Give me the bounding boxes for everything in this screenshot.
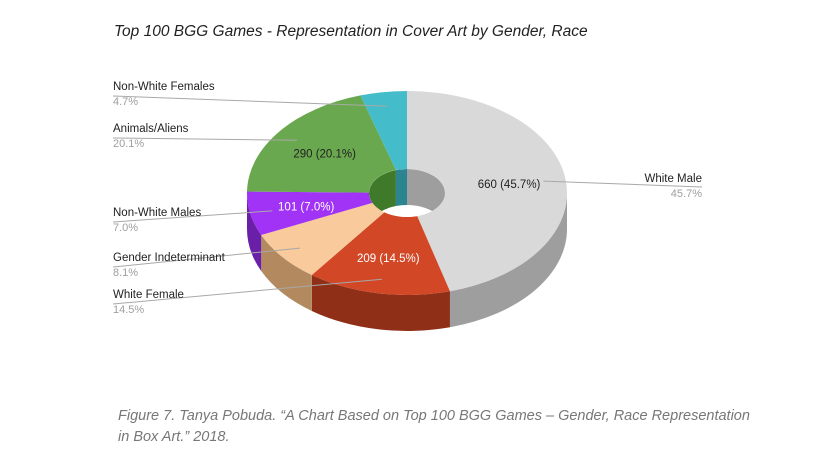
slice-gender-indeterminant [261,202,385,275]
side-non-white-males [247,193,262,272]
figure-caption: Figure 7. Tanya Pobuda. “A Chart Based o… [118,408,750,445]
side-white-male [449,193,567,328]
slice-white-female [311,212,450,295]
inner-label-non-white-males: 101 (7.0%) [278,201,334,213]
leader-lines [112,95,703,305]
leader-line-gender-indeterminant [112,247,301,268]
leader-line-white-male [543,180,703,188]
donut-hole [369,169,445,217]
label-gender-indeterminant: Gender Indeterminant [113,252,226,264]
percent-non-white-females: 4.7% [113,96,138,108]
label-non-white-females: Non-White Females [113,81,215,93]
slice-white-male [407,91,567,292]
pie-slices [247,91,567,295]
side-white-female [311,274,450,332]
inner-label-animals-aliens: 290 (20.1%) [293,148,356,160]
percent-white-male: 45.7% [671,188,702,200]
leader-line-animals-aliens [112,137,298,141]
chart-title: Top 100 BGG Games - Representation in Co… [114,23,588,40]
label-white-female: White Female [113,289,184,301]
leader-line-white-female [112,278,383,305]
inner-label-white-female: 209 (14.5%) [357,253,420,265]
label-animals-aliens: Animals/Aliens [113,123,189,135]
percent-white-female: 14.5% [113,304,144,316]
inner-labels: 660 (45.7%) 209 (14.5%) 101 (7.0%) 290 (20.… [278,148,541,265]
percent-animals-aliens: 20.1% [113,138,144,150]
label-white-male: White Male [644,173,702,185]
leader-line-non-white-males [112,210,273,223]
slice-animals-aliens [247,95,396,193]
pie-sides [247,193,567,332]
pie-chart: 660 (45.7%) 209 (14.5%) 101 (7.0%) 290 (20.… [112,81,703,332]
inner-wall-non-white-females [395,169,407,207]
slice-non-white-males [247,191,373,236]
slice-non-white-females [360,91,407,171]
outer-labels: White Male 45.7% White Female 14.5% Gender I… [113,81,702,316]
side-gender-indeterminant [261,235,312,311]
label-non-white-males: Non-White Males [113,207,201,219]
inner-label-white-male: 660 (45.7%) [478,179,541,191]
leader-line-non-white-females [112,95,387,107]
percent-non-white-males: 7.0% [113,222,138,234]
percent-gender-indeterminant: 8.1% [113,267,138,279]
inner-wall-white-male [407,169,445,217]
